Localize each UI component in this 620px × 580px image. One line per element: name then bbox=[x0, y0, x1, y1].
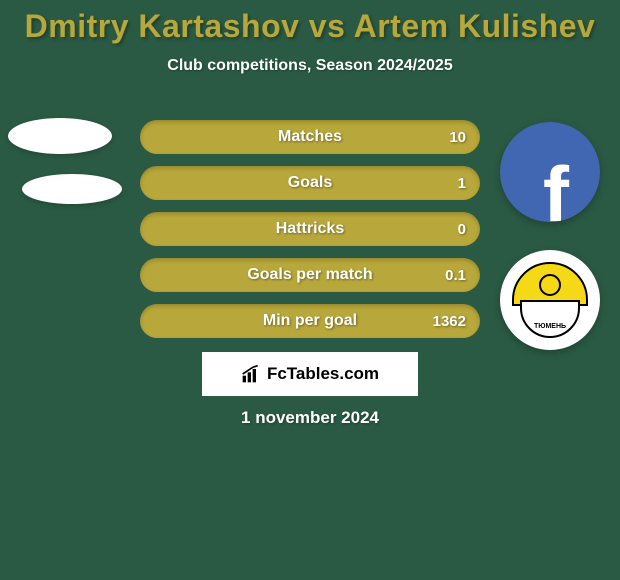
brand-text: FcTables.com bbox=[267, 364, 379, 384]
stat-row-min-per-goal: Min per goal 1362 bbox=[140, 304, 480, 338]
stat-value-right: 1362 bbox=[433, 313, 466, 330]
page-title: Dmitry Kartashov vs Artem Kulishev bbox=[0, 0, 620, 45]
stat-value-right: 0 bbox=[458, 221, 466, 238]
facebook-icon: f bbox=[500, 122, 600, 222]
player1-avatar-placeholder bbox=[8, 118, 112, 154]
stat-value-right: 10 bbox=[449, 129, 466, 146]
player1-club-placeholder bbox=[22, 174, 122, 204]
stat-label: Hattricks bbox=[276, 220, 344, 238]
stat-value-right: 1 bbox=[458, 175, 466, 192]
stat-row-hattricks: Hattricks 0 bbox=[140, 212, 480, 246]
player2-club-badge: ТЮМЕНЬ bbox=[500, 250, 600, 350]
stat-value-right: 0.1 bbox=[445, 267, 466, 284]
stats-bars: Matches 10 Goals 1 Hattricks 0 Goals per… bbox=[140, 120, 480, 350]
stat-row-matches: Matches 10 bbox=[140, 120, 480, 154]
subtitle: Club competitions, Season 2024/2025 bbox=[0, 57, 620, 75]
stat-label: Matches bbox=[278, 128, 342, 146]
stat-label: Goals per match bbox=[247, 266, 372, 284]
branding-box: FcTables.com bbox=[202, 352, 418, 396]
date-label: 1 november 2024 bbox=[0, 408, 620, 428]
stat-label: Min per goal bbox=[263, 312, 357, 330]
club-crest-icon: ТЮМЕНЬ bbox=[512, 262, 588, 338]
stat-row-goals: Goals 1 bbox=[140, 166, 480, 200]
infographic-container: Dmitry Kartashov vs Artem Kulishev Club … bbox=[0, 0, 620, 580]
chart-icon bbox=[241, 364, 261, 384]
player2-avatar: f bbox=[500, 122, 600, 222]
stat-label: Goals bbox=[288, 174, 332, 192]
stat-row-goals-per-match: Goals per match 0.1 bbox=[140, 258, 480, 292]
